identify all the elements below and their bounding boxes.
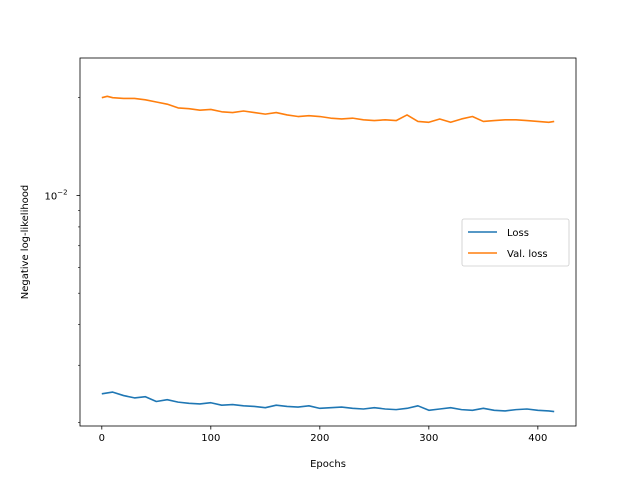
x-axis: 0 100 200 300 400 — [99, 426, 547, 444]
plot-area — [101, 95, 555, 413]
y-tick-label: 10−2 — [44, 188, 67, 202]
series-line-loss — [101, 391, 555, 413]
legend: Loss Val. loss — [461, 218, 570, 267]
series-line-val-loss — [101, 95, 555, 124]
legend-label: Val. loss — [507, 249, 548, 260]
y-axis: 10−2 — [44, 97, 80, 423]
legend-label: Loss — [507, 228, 529, 239]
axes-frame — [79, 57, 577, 427]
legend-box — [461, 218, 570, 267]
y-tick-label-exponent: −2 — [57, 188, 67, 196]
y-tick-label-base: 10 — [44, 191, 57, 202]
x-tick-label: 300 — [419, 433, 438, 444]
x-tick-label: 0 — [99, 433, 105, 444]
x-tick-label: 100 — [201, 433, 220, 444]
x-tick-label: 200 — [310, 433, 329, 444]
x-tick-label: 400 — [528, 433, 547, 444]
y-axis-label: Negative log-likelihood — [20, 185, 31, 300]
x-axis-label: Epochs — [310, 459, 346, 470]
